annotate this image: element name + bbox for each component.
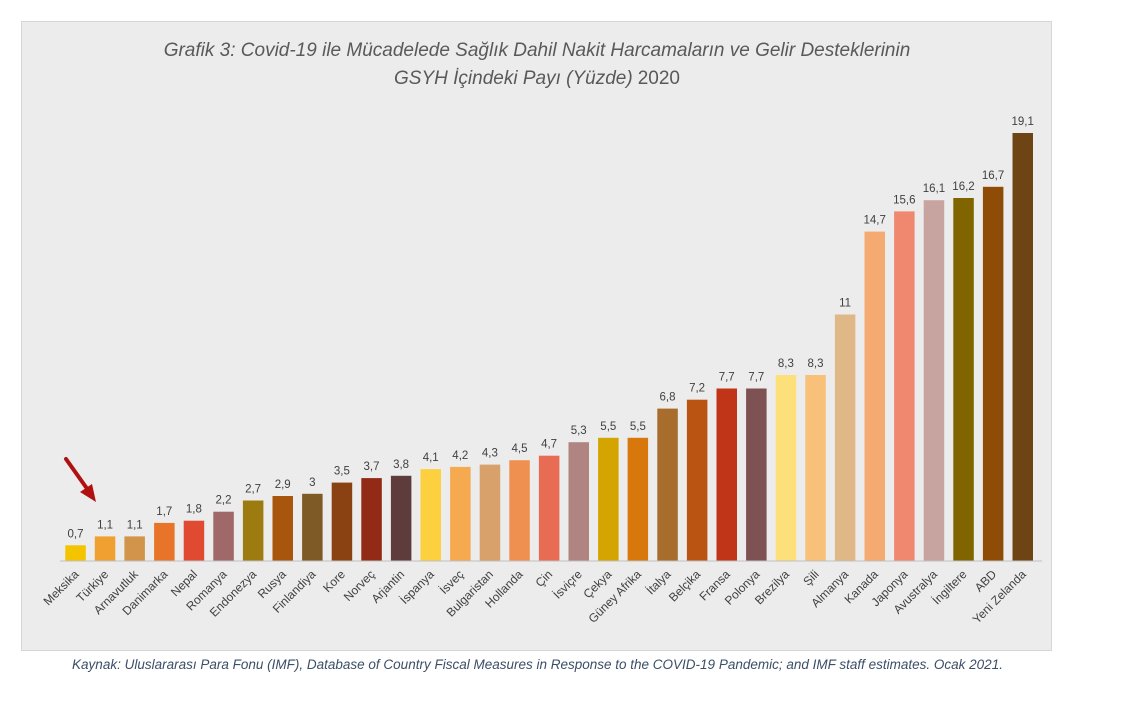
highlight-arrow-icon <box>64 457 96 502</box>
bar-kore <box>331 482 353 561</box>
value-label-rusya: 2,9 <box>275 479 291 491</box>
value-label-yeni-zelanda: 19,1 <box>1012 116 1034 128</box>
chart-subtitle-year: 2020 <box>638 68 680 89</box>
chart-subtitle-text: GSYH İçindeki Payı (Yüzde) <box>394 68 633 89</box>
source-note: Kaynak: Uluslararası Para Fonu (IMF), Da… <box>72 657 1003 672</box>
value-label-cekya: 5,5 <box>600 421 616 433</box>
value-label-arnavutluk: 1,1 <box>127 519 143 531</box>
value-label-abd: 16,7 <box>982 170 1004 182</box>
bar-brezilya <box>775 375 797 561</box>
bar-nepal <box>183 520 205 561</box>
bar-cekya <box>598 437 619 561</box>
value-label-isvicre: 5,3 <box>571 425 587 437</box>
bar-cin <box>538 455 560 561</box>
bar-turkiye <box>94 536 116 561</box>
value-label-danimarka: 1,7 <box>156 506 172 518</box>
bar-danimarka <box>154 522 175 561</box>
value-label-turkiye: 1,1 <box>97 519 113 531</box>
value-label-ingiltere: 16,2 <box>952 181 974 193</box>
bar-italya <box>657 408 678 561</box>
bar-meksika <box>65 545 86 561</box>
value-label-kore: 3,5 <box>334 466 350 478</box>
bar-finlandiya <box>302 493 323 561</box>
value-label-bulgaristan: 4,3 <box>482 448 498 460</box>
value-label-endonezya: 2,7 <box>245 484 261 496</box>
value-label-polonya: 7,7 <box>748 372 764 384</box>
bar-endonezya <box>242 500 264 561</box>
value-label-almanya: 11 <box>839 298 851 310</box>
category-label-yeni-zelanda: Yeni Zelanda <box>970 567 1029 626</box>
bar-yeni-zelanda <box>1012 133 1033 561</box>
bar-almanya <box>834 314 856 561</box>
category-label-cin: Çin <box>533 567 556 590</box>
value-label-romanya: 2,2 <box>216 495 232 507</box>
bar-fransa <box>716 388 737 561</box>
bar-romanya <box>213 511 234 561</box>
value-label-guney-afrika: 5,5 <box>630 421 646 433</box>
category-label-isvicre: İsviçre <box>550 567 585 602</box>
value-label-ispanya: 4,1 <box>423 452 439 464</box>
bar-ispanya <box>420 469 441 561</box>
bar-arnavutluk <box>124 536 145 561</box>
value-label-norvec: 3,7 <box>364 461 380 473</box>
bar-isvicre <box>568 442 589 561</box>
value-label-japonya: 15,6 <box>893 194 915 206</box>
chart-title: Grafik 3: Covid-19 ile Mücadelede Sağlık… <box>164 40 911 61</box>
bar-belcika <box>686 399 708 561</box>
value-label-fransa: 7,7 <box>719 372 735 384</box>
value-label-cin: 4,7 <box>541 439 557 451</box>
bar-arjantin <box>390 475 412 561</box>
value-label-hollanda: 4,5 <box>512 443 528 455</box>
bar-polonya <box>746 388 767 561</box>
value-label-avustralya: 16,1 <box>923 183 945 195</box>
bar-sili <box>805 375 826 561</box>
bar-rusya <box>272 496 293 561</box>
value-labels-layer: 0,7 1,1 1,1 1,7 1,8 2,2 2,7 2,9 3 3,5 3,7 3,8 4,1 4,2… <box>68 116 1034 540</box>
value-label-arjantin: 3,8 <box>393 459 409 471</box>
bar-kanada <box>864 231 885 561</box>
bar-norvec <box>361 478 382 561</box>
bar-avustralya <box>923 200 945 561</box>
bar-abd <box>982 186 1004 562</box>
value-label-belcika: 7,2 <box>689 383 705 395</box>
bar-isvec <box>450 466 471 561</box>
bar-bulgaristan <box>479 464 501 561</box>
bar-guney-afrika <box>627 437 649 561</box>
bar-ingiltere <box>953 198 974 561</box>
value-label-isvec: 4,2 <box>452 450 468 462</box>
category-labels-layer: MeksikaTürkiyeArnavutlukDanimarkaNepalRo… <box>41 567 1029 627</box>
category-label-meksika: Meksika <box>41 567 82 608</box>
category-label-sili: Şili <box>800 567 821 588</box>
bars-layer <box>65 133 1033 562</box>
bar-hollanda <box>509 460 530 561</box>
chart-subtitle: GSYH İçindeki Payı (Yüzde) 2020 <box>394 68 680 89</box>
value-label-sili: 8,3 <box>808 358 824 370</box>
category-label-belcika: Belçika <box>666 567 703 604</box>
value-label-nepal: 1,8 <box>186 504 202 516</box>
value-label-brezilya: 8,3 <box>778 358 794 370</box>
value-label-italya: 6,8 <box>660 392 676 404</box>
value-label-finlandiya: 3 <box>309 477 315 489</box>
bar-japonya <box>894 211 915 561</box>
value-label-meksika: 0,7 <box>68 528 84 540</box>
category-label-ispanya: İspanya <box>397 567 437 607</box>
value-label-kanada: 14,7 <box>864 215 886 227</box>
